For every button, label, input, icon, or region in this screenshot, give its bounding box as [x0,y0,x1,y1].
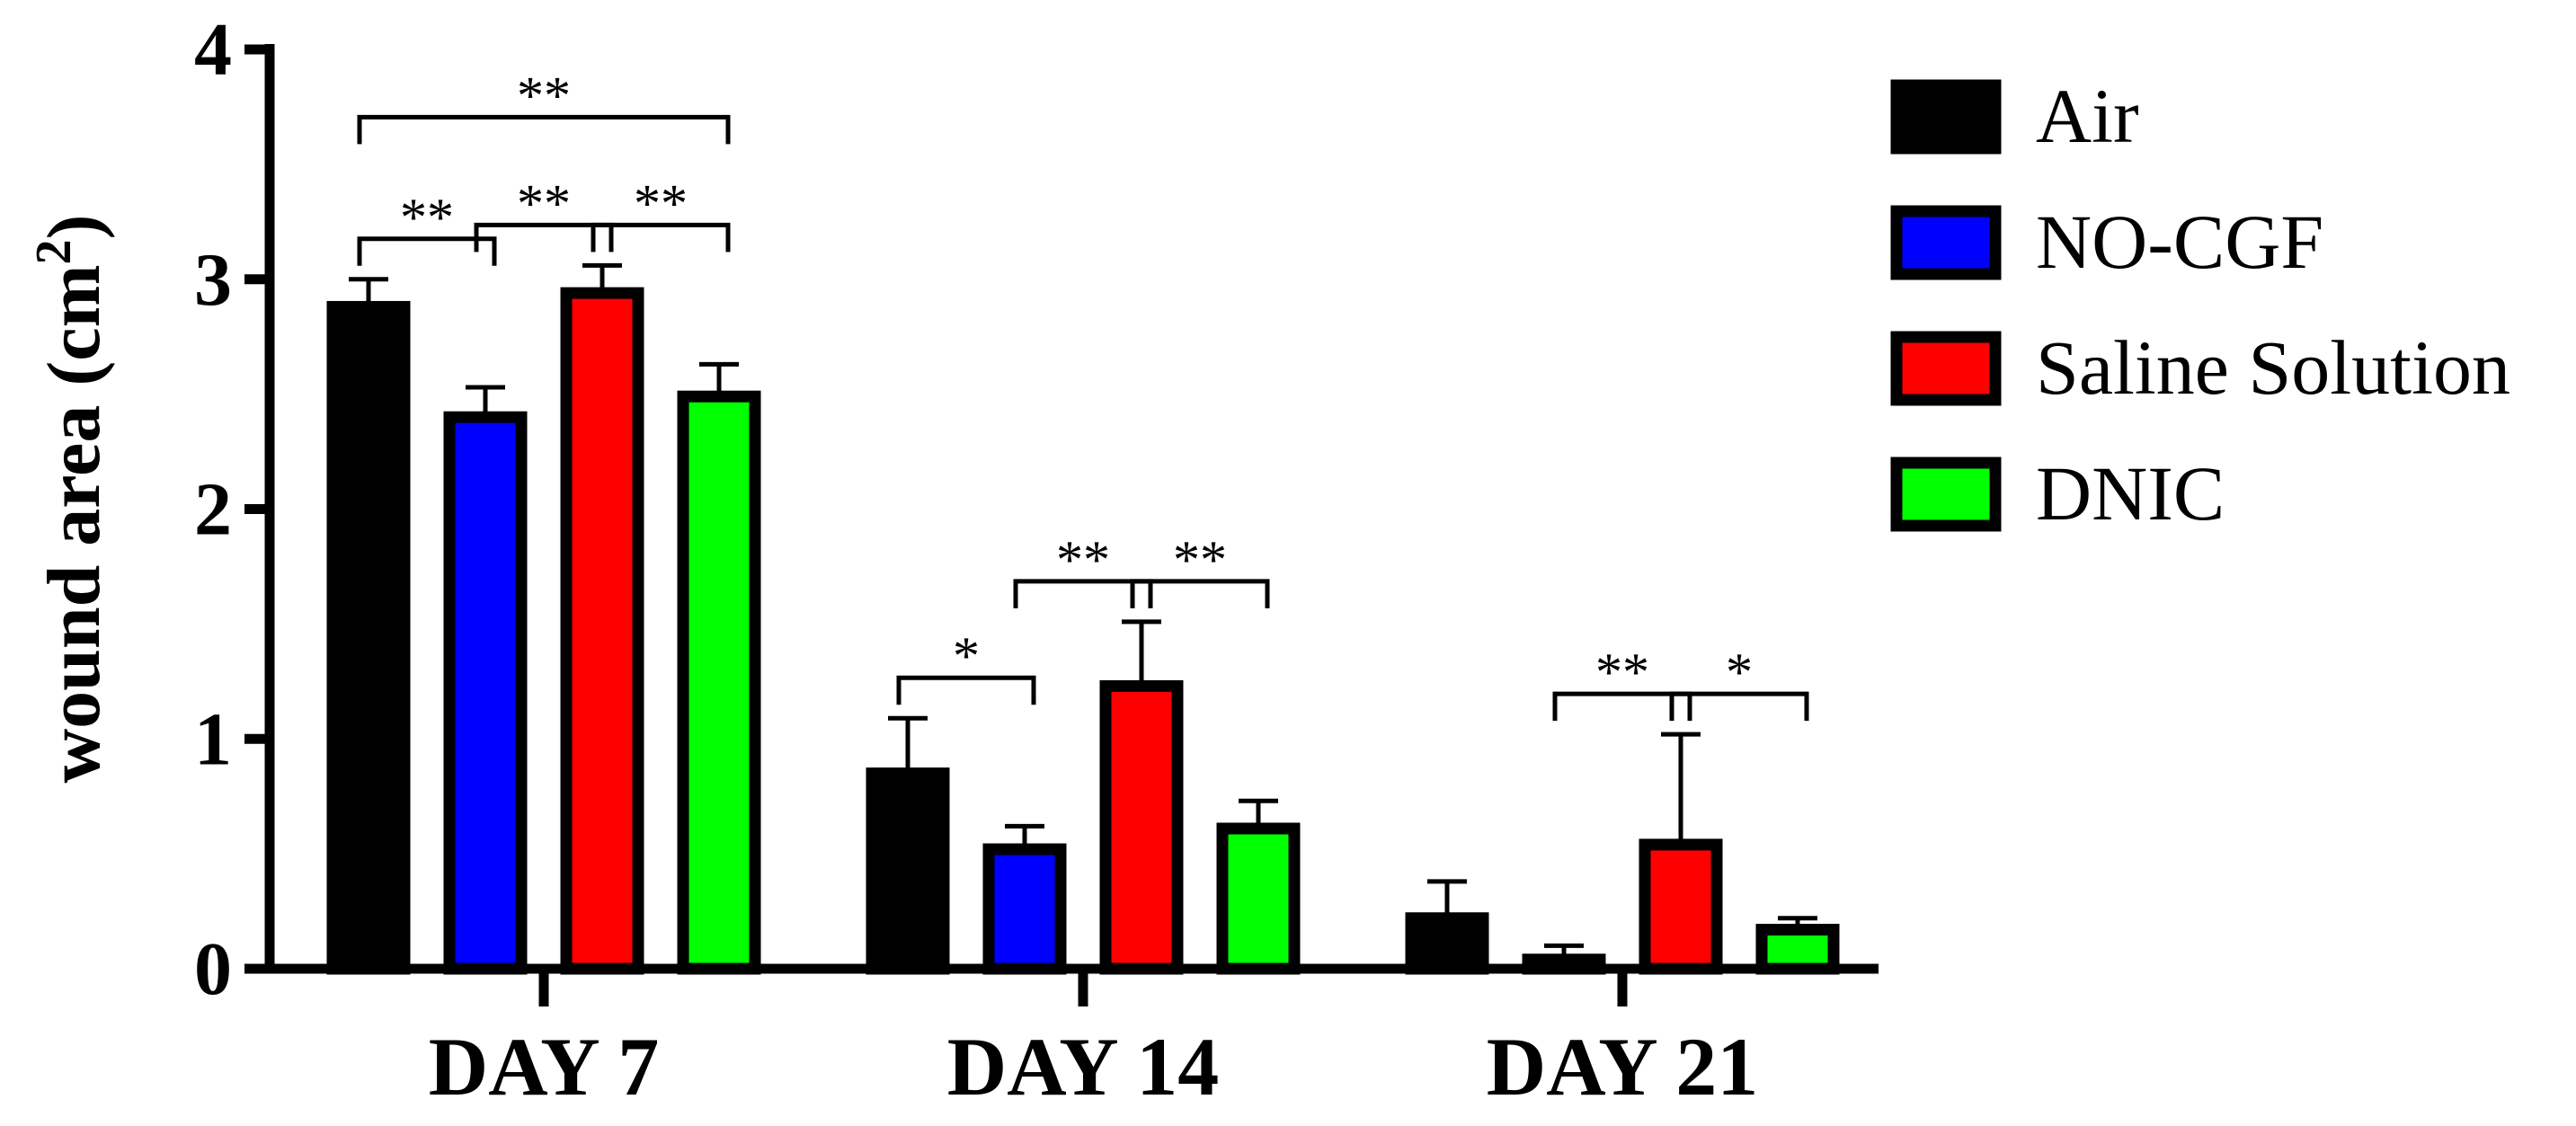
legend-swatch-no-cgf [1890,205,2002,280]
significance-label: ** [517,173,571,233]
y-tick-label: 3 [194,238,232,322]
significance-label: * [1726,643,1753,702]
significance-label: ** [400,188,454,247]
significance-label: ** [517,66,571,125]
legend-label-no-cgf: NO-CGF [2036,199,2323,285]
error-bars-layer [349,262,1817,960]
legend-swatch-dnic [1890,457,2002,532]
error-bar-air-day-14 [888,715,928,774]
legend-swatch-saline-solution [1890,331,2002,406]
significance-label: ** [634,173,688,233]
significance-bracket [1130,579,1270,608]
legend-label-air: Air [2036,73,2139,159]
error-bar-dnic-day-14 [1239,798,1278,829]
bar-saline-solution-day-14 [1099,679,1184,975]
significance-bracket [1013,579,1153,608]
bar-dnic-day-14 [1216,822,1301,975]
axes-layer: 0 1 2 3 4 DAY 7 DAY 14 DAY 21 [194,8,1879,1113]
error-bar-saline-solution-day-14 [1122,619,1161,687]
y-axis-title-main: wound area (cm [32,264,116,783]
y-tick-label: 4 [194,8,232,92]
error-bar-air-day-21 [1427,879,1467,918]
x-tick-label-day-21: DAY 21 [1487,1021,1758,1113]
bar-air-day-21 [1405,912,1489,975]
x-tick-label-day-14: DAY 14 [947,1021,1219,1113]
bar-saline-solution-day-7 [560,287,644,975]
error-bar-no-cgf-day-7 [466,385,505,418]
error-bar-no-cgf-day-21 [1544,943,1584,960]
error-bar-no-cgf-day-14 [1005,823,1044,850]
bar-no-cgf-day-7 [443,411,528,975]
y-tick-label: 2 [194,468,232,552]
y-tick-label: 0 [194,927,232,1011]
error-bar-dnic-day-7 [699,361,739,397]
error-bar-dnic-day-21 [1778,916,1817,930]
bars-layer [326,287,1840,975]
bar-air-day-14 [866,767,950,975]
significance-bracket [357,114,731,145]
error-bar-air-day-7 [349,277,388,307]
y-axis-title: wound area (cm2) [26,214,116,783]
legend-label-dnic: DNIC [2036,450,2225,536]
significance-label: ** [1595,643,1649,702]
legend: Air NO-CGF Saline Solution DNIC [1890,73,2510,536]
significance-bracket [896,675,1036,705]
error-bar-saline-solution-day-21 [1661,731,1701,845]
significance-bracket [357,236,497,266]
x-tick-label-day-7: DAY 7 [429,1021,659,1113]
significance-layer: ** ** ******* **** * [357,66,1809,722]
legend-label-saline-solution: Saline Solution [2036,324,2510,411]
bar-air-day-7 [326,300,411,975]
bar-dnic-day-7 [677,390,761,975]
y-tick-label: 1 [194,697,232,781]
legend-swatch-air [1890,79,2002,155]
significance-bracket [1552,691,1692,722]
error-bar-saline-solution-day-7 [582,262,622,294]
significance-bracket [591,222,731,253]
bar-saline-solution-day-21 [1639,838,1723,975]
y-axis-title-superscript: 2 [26,239,82,264]
y-axis-title-close: ) [32,214,116,239]
significance-bracket [1669,691,1809,722]
bar-dnic-day-21 [1755,924,1840,975]
significance-label: * [953,626,980,686]
significance-label: ** [1173,530,1227,590]
significance-label: ** [1056,530,1110,590]
bar-no-cgf-day-14 [982,843,1067,975]
significance-bracket [474,222,614,253]
